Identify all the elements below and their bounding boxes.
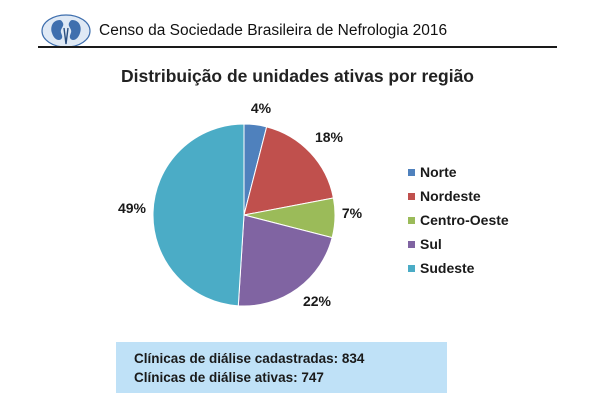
chart-title: Distribuição de unidades ativas por regi… [120, 66, 474, 86]
pie-slice-sudeste [152, 123, 245, 307]
legend-item-norte: Norte [408, 160, 509, 184]
legend-swatch-centro-oeste [408, 216, 415, 224]
chart-legend: Norte Nordeste Centro-Oeste Sul Sudeste [408, 160, 509, 280]
data-label-nordeste: 18% [315, 129, 344, 145]
kidney-logo-icon [41, 14, 91, 48]
info-registered-clinics: Clínicas de diálise cadastradas: 834 [134, 351, 365, 366]
data-label-sudeste: 49% [118, 200, 147, 216]
legend-label-centro-oeste: Centro-Oeste [420, 212, 509, 228]
data-label-sul: 22% [303, 293, 332, 309]
header: Censo da Sociedade Brasileira de Nefrolo… [0, 0, 589, 50]
info-active-clinics: Clínicas de diálise ativas: 747 [134, 370, 324, 385]
legend-swatch-nordeste [408, 192, 415, 200]
legend-label-sudeste: Sudeste [420, 260, 475, 276]
legend-label-sul: Sul [420, 236, 442, 252]
legend-label-norte: Norte [420, 164, 457, 180]
data-label-norte: 4% [251, 100, 272, 116]
legend-item-nordeste: Nordeste [408, 184, 509, 208]
pie-slice-nordeste [243, 126, 334, 216]
pie-slice-sul [237, 214, 333, 307]
header-divider [38, 46, 557, 48]
legend-swatch-norte [408, 168, 415, 176]
legend-item-centro-oeste: Centro-Oeste [408, 208, 509, 232]
info-box: Clínicas de diálise cadastradas: 834 Clí… [116, 342, 447, 393]
legend-swatch-sudeste [408, 264, 415, 272]
legend-label-nordeste: Nordeste [420, 188, 481, 204]
legend-item-sudeste: Sudeste [408, 256, 509, 280]
data-label-centro-oeste: 7% [342, 205, 363, 221]
legend-item-sul: Sul [408, 232, 509, 256]
header-title: Censo da Sociedade Brasileira de Nefrolo… [99, 22, 448, 39]
legend-swatch-sul [408, 240, 415, 248]
